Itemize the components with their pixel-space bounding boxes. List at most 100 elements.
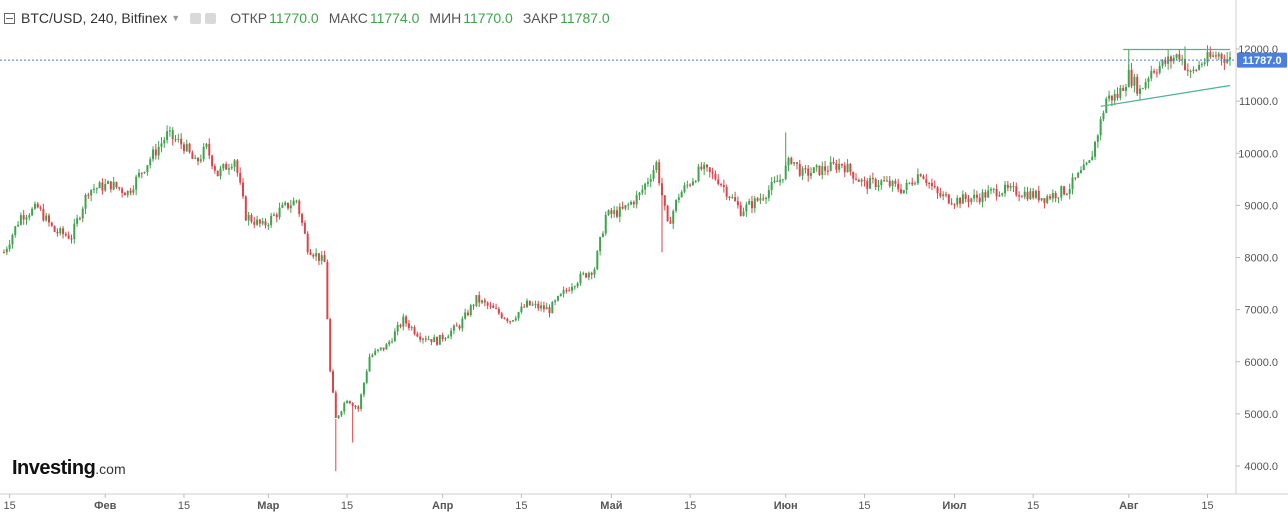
candle-body: [309, 252, 312, 255]
candle-body: [295, 200, 298, 202]
candle-body: [348, 400, 351, 404]
symbol-title[interactable]: BTC/USD, 240, Bitfinex: [21, 10, 168, 26]
candle-body: [143, 172, 146, 174]
candle-body: [182, 144, 185, 152]
candle-body: [250, 215, 253, 222]
candle-body: [624, 205, 627, 209]
candle-body: [107, 181, 110, 184]
candle-body: [205, 143, 208, 147]
candle-body: [447, 336, 450, 339]
candle-body: [686, 184, 689, 186]
candle-body: [303, 222, 306, 234]
x-axis: 15 Фев 15 Мар 15 Апр 15 Май 15 Июн 15 Июл 15 Авг 15: [0, 493, 1288, 512]
candle-body: [855, 178, 858, 180]
candle-body: [233, 160, 236, 167]
gear-icon[interactable]: [205, 12, 217, 24]
candle-body: [1012, 186, 1015, 188]
candle-body: [36, 203, 39, 208]
candle-body: [483, 300, 486, 303]
candle-body: [798, 163, 801, 176]
candle-body: [427, 339, 430, 341]
candle-body: [517, 312, 520, 319]
chevron-down-icon[interactable]: ▼: [171, 13, 181, 23]
candle-body: [627, 204, 630, 206]
candle-body: [731, 197, 734, 199]
candle-body: [475, 295, 478, 306]
candle-body: [1220, 53, 1223, 59]
candle-body: [511, 320, 514, 322]
candle-body: [984, 192, 987, 198]
candle-body: [441, 334, 444, 340]
collapse-icon[interactable]: [4, 12, 15, 24]
candle-body: [320, 255, 323, 261]
candle-body: [157, 146, 160, 156]
candle-body: [1158, 65, 1161, 73]
candle-body: [76, 218, 79, 224]
candle-body: [22, 215, 25, 220]
candle-body: [911, 182, 914, 185]
candle-body: [1091, 156, 1094, 161]
candle-body: [604, 214, 607, 234]
candle-body: [914, 183, 917, 185]
candle-body: [461, 318, 464, 329]
x-tick-label: Июл: [942, 500, 966, 512]
candle-body: [1009, 186, 1012, 188]
candle-body: [1108, 95, 1111, 99]
candle-body: [556, 296, 559, 301]
candle-body: [801, 168, 804, 176]
candle-body: [391, 341, 394, 343]
candle-body: [112, 181, 115, 190]
candle-body: [930, 183, 933, 187]
candle-body: [56, 231, 59, 234]
candle-body: [312, 254, 315, 257]
candle-body: [720, 184, 723, 186]
candle-body: [689, 184, 692, 186]
last-price-tag: 11787.0: [1237, 52, 1287, 68]
settings-icon[interactable]: [190, 12, 202, 24]
candle-body: [551, 302, 554, 314]
candle-body: [272, 214, 275, 216]
candle-body: [807, 168, 810, 176]
candle-body: [1217, 53, 1220, 57]
candle-body: [222, 164, 225, 169]
candle-body: [902, 189, 905, 194]
candle-body: [925, 179, 928, 184]
candle-body: [666, 205, 669, 222]
candle-body: [975, 194, 978, 198]
candle-body: [64, 234, 67, 236]
candle-body: [95, 188, 98, 190]
candle-body: [419, 336, 422, 340]
candle-body: [478, 295, 481, 303]
y-tick-label: 4000.0: [1244, 461, 1278, 473]
candle-body: [1054, 193, 1057, 199]
candle-body: [866, 180, 869, 189]
candle-body: [362, 382, 365, 395]
candle-body: [452, 325, 455, 331]
candle-body: [616, 210, 618, 217]
candle-body: [852, 171, 855, 179]
candle-body: [1212, 55, 1215, 57]
candle-body: [208, 143, 211, 156]
candle-body: [1161, 60, 1164, 66]
candle-body: [1049, 196, 1052, 199]
candle-body: [970, 198, 973, 203]
candle-body: [326, 262, 329, 320]
candle-body: [846, 163, 849, 173]
candle-body: [655, 162, 658, 171]
candle-body: [860, 179, 863, 182]
candle-body: [137, 172, 140, 177]
candle-body: [593, 269, 596, 275]
candle-body: [379, 347, 382, 350]
candle-body: [621, 206, 624, 209]
candle-body: [121, 188, 124, 193]
candle-body: [545, 307, 548, 310]
candle-body: [149, 159, 152, 166]
candle-body: [376, 349, 379, 351]
candle-body: [843, 165, 846, 173]
candle-body: [933, 186, 936, 188]
candle-body: [953, 204, 956, 206]
candle-body: [264, 221, 267, 226]
candle-body: [691, 181, 694, 186]
